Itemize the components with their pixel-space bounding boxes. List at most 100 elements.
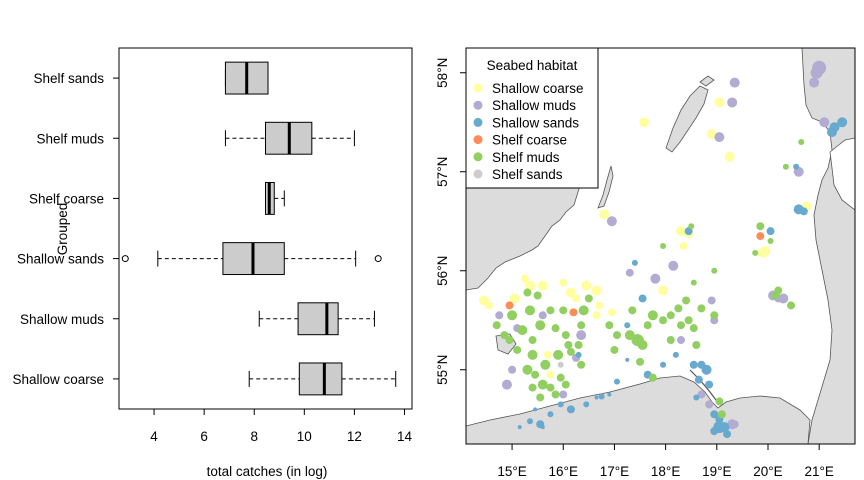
gulf-of-riga (829, 137, 855, 211)
map-point-shallow-sands (583, 401, 590, 408)
map-point-shallow-muds (668, 260, 679, 271)
map-x-axis: 15°E 16°E 17°E 18°E 19°E 20°E 21°E (497, 444, 834, 479)
faro-island (699, 75, 715, 87)
map-point-shelf-muds (528, 336, 537, 345)
map-point-shelf-muds (787, 301, 796, 310)
map-point-shallow-sands (540, 425, 545, 430)
map-point-shallow-sands (710, 410, 719, 419)
map-point-shelf-muds (533, 291, 542, 300)
map-x-tick-label: 20°E (753, 464, 782, 479)
legend-label: Shallow muds (492, 98, 576, 113)
map-point-shallow-muds (727, 97, 738, 108)
map-point-shallow-coarse (520, 274, 529, 283)
map-point-shelf-muds (577, 321, 586, 330)
map-point-shallow-sands (638, 294, 647, 303)
map-point-shelf-muds (492, 321, 501, 330)
map-point-shallow-coarse (592, 311, 601, 320)
box-shelf-sands (224, 61, 269, 95)
map-point-shallow-muds (495, 311, 504, 320)
y-tick-label: Shallow sands (17, 252, 104, 267)
map-y-tick-label: 57°N (435, 157, 450, 187)
map-point-shelf-muds (660, 243, 667, 249)
map-y-tick-label: 56°N (435, 256, 450, 286)
map-point-shallow-sands (533, 407, 538, 412)
map-point-shelf-muds (522, 364, 533, 375)
box-iqr (298, 362, 343, 396)
map-point-shallow-sands (575, 351, 582, 358)
map-point-shallow-sands (705, 380, 714, 389)
map-point-shallow-coarse (607, 308, 616, 317)
map-point-shallow-sands (526, 418, 533, 425)
map-point-shallow-muds (501, 379, 512, 390)
boxplot-x-label: total catches (in log) (207, 464, 328, 479)
map-point-shallow-coarse (591, 285, 602, 296)
map-point-shallow-muds (810, 66, 823, 79)
map-point-shelf-muds (507, 310, 518, 321)
map-point-shelf-muds (715, 397, 724, 406)
map-point-shallow-coarse (714, 97, 725, 108)
map-point-shelf-muds (527, 349, 538, 360)
map-point-shelf-muds (546, 383, 555, 392)
legend-label: Shelf coarse (492, 133, 567, 148)
map-point-shallow-sands (689, 360, 698, 369)
map-point-shelf-muds (711, 267, 718, 274)
map-point-shallow-coarse (485, 301, 494, 310)
map-panel: 15°E 16°E 17°E 18°E 19°E 20°E 21°E 55°N 56°N 57°… (435, 47, 856, 479)
map-point-shelf-muds (513, 345, 522, 354)
x-tick-label: 8 (250, 429, 258, 444)
map-point-shallow-sands (598, 393, 605, 400)
map-point-shallow-coarse (679, 242, 688, 250)
map-point-shallow-sands (672, 351, 679, 358)
map-point-shallow-coarse (543, 350, 552, 359)
map-point-shallow-sands (701, 364, 712, 375)
legend-items: Shallow coarse Shallow muds Shallow sands S… (473, 81, 584, 182)
legend-item-shelf-muds: Shelf muds (473, 150, 560, 165)
map-point-shelf-muds (524, 305, 535, 316)
map-point-shelf-muds (690, 279, 697, 286)
map-point-shallow-sands (557, 401, 564, 408)
map-point-shallow-sands (517, 425, 522, 430)
legend-swatch (473, 169, 483, 179)
legend-item-shallow-muds: Shallow muds (473, 98, 576, 113)
map-point-shelf-muds (643, 321, 652, 330)
map-point-shallow-sands (694, 375, 703, 384)
x-tick-label: 4 (150, 429, 158, 444)
map-point-shelf-muds (767, 238, 774, 245)
map-point-shallow-sands (566, 405, 575, 414)
map-point-shelf-muds (756, 222, 765, 231)
outlier-point (374, 255, 382, 263)
map-x-tick-label: 19°E (702, 464, 731, 479)
map-point-shallow-muds (729, 77, 740, 88)
map-point-shallow-sands (684, 227, 693, 236)
map-point-shelf-muds (537, 379, 548, 390)
map-point-shallow-sands (625, 357, 630, 362)
map-point-shallow-muds (809, 77, 820, 88)
map-point-shallow-coarse (675, 226, 686, 237)
map-point-shallow-coarse (706, 129, 717, 140)
x-tick-label: 6 (200, 429, 208, 444)
legend-item-shallow-coarse: Shallow coarse (473, 81, 584, 96)
hel-peninsula (689, 369, 717, 401)
map-point-shallow-sands (693, 394, 700, 401)
map-point-shelf-muds (574, 341, 583, 349)
map-point-shelf-muds (752, 249, 759, 256)
box-iqr (297, 302, 339, 336)
map-point-shallow-sands (660, 361, 667, 368)
map-point-shelf-muds (556, 373, 565, 382)
map-point-shelf-muds (535, 320, 546, 331)
map-point-shallow-sands (793, 163, 800, 170)
map-point-shelf-muds (682, 296, 691, 305)
map-point-shelf-muds (577, 360, 586, 369)
map-point-shelf-muds (798, 139, 805, 146)
legend-swatch (473, 83, 483, 93)
legend-label: Shallow coarse (492, 81, 584, 96)
map-point-shelf-muds (528, 383, 537, 392)
map-point-shelf-muds (628, 306, 637, 315)
map-point-shelf-coarse (569, 308, 578, 317)
map-point-shallow-coarse (658, 285, 669, 296)
map-frame (465, 47, 856, 445)
legend-label: Shallow sands (492, 115, 579, 130)
map-point-shelf-muds (551, 390, 560, 399)
map-point-shelf-muds (684, 316, 693, 325)
map-point-shallow-muds (676, 336, 685, 345)
